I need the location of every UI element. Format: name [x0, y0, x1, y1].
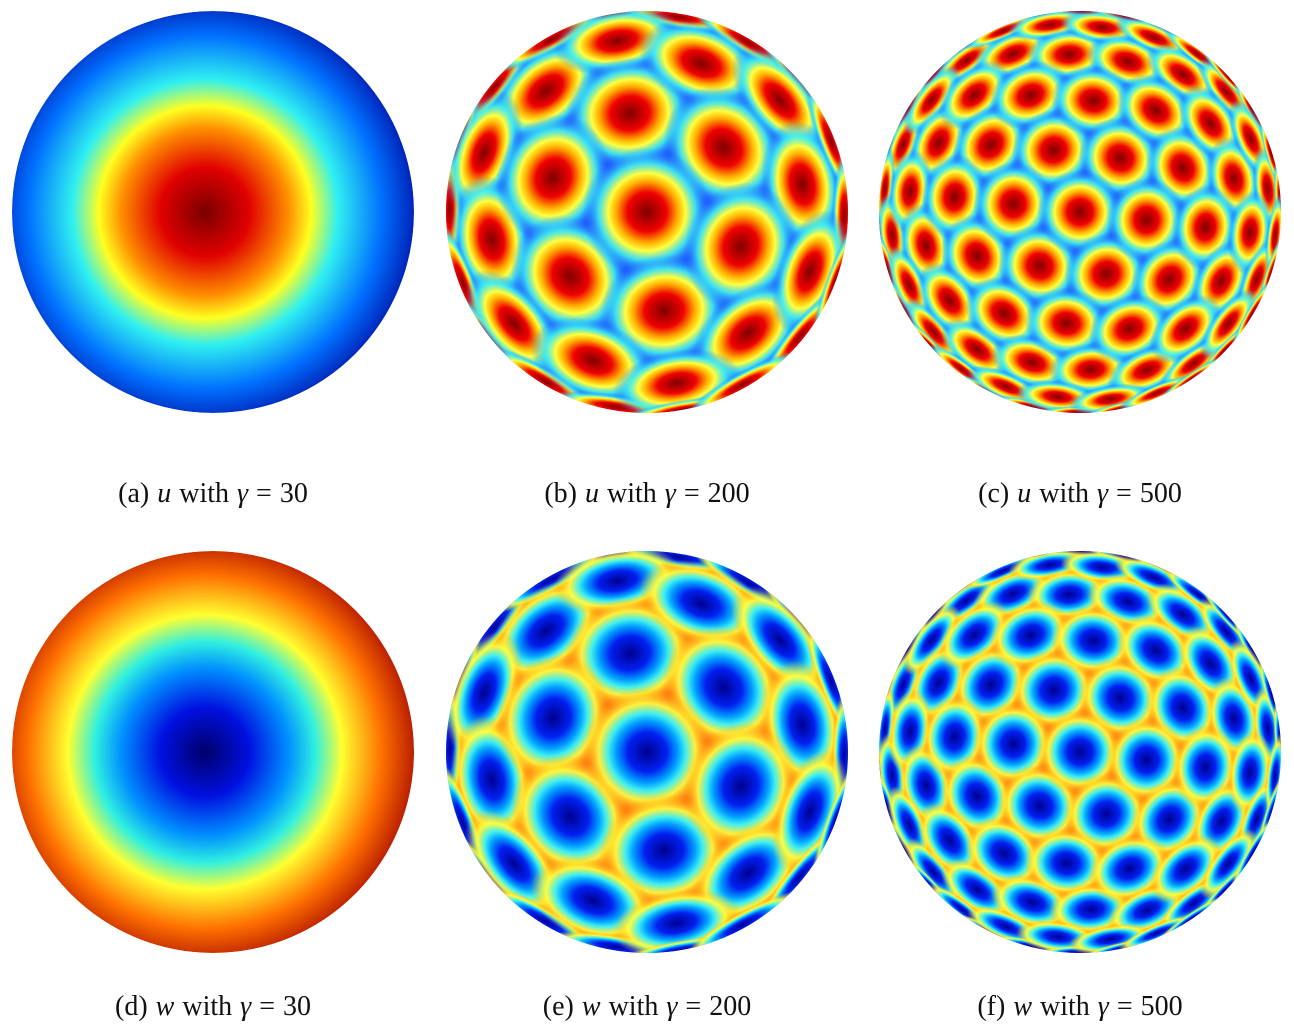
caption-relation: = [684, 478, 700, 509]
caption-word: with [1040, 991, 1090, 1022]
pattern-spot [917, 802, 982, 879]
pattern-spot [917, 262, 982, 339]
caption: (b) u with γ = 200 [544, 478, 749, 509]
caption-word: with [609, 991, 659, 1022]
caption-relation: = [256, 478, 272, 509]
pattern-spot [964, 816, 1044, 891]
sphere [12, 551, 414, 953]
pattern-spot [582, 147, 712, 277]
pattern-spot [903, 605, 961, 676]
pattern-spot [1199, 288, 1257, 359]
pattern-spot [685, 351, 800, 413]
pattern-spot [1199, 828, 1257, 899]
caption-label: (a) [118, 478, 149, 509]
caption-relation: = [1117, 991, 1133, 1022]
pattern-spot [1024, 828, 1109, 899]
pattern-spot [903, 65, 961, 136]
caption: (f) w with γ = 500 [977, 991, 1182, 1022]
sphere [879, 11, 1281, 413]
caption: (e) w with γ = 200 [543, 991, 751, 1022]
caption-value: 30 [280, 478, 308, 509]
caption-relation: = [685, 991, 701, 1022]
caption-label: (b) [544, 478, 577, 509]
pattern-spot [973, 701, 1054, 787]
sphere [12, 11, 414, 413]
caption: (a) u with γ = 30 [118, 478, 308, 509]
caption-value: 500 [1141, 991, 1183, 1022]
pattern-spot [495, 653, 611, 782]
caption-field: u [585, 478, 599, 509]
caption-value: 200 [708, 478, 750, 509]
caption-field: w [582, 991, 601, 1022]
caption-label: (f) [977, 991, 1005, 1022]
caption-word: with [182, 991, 232, 1022]
pattern-spot [495, 113, 611, 242]
caption-symbol: γ [665, 478, 677, 509]
pattern-spot [638, 559, 764, 648]
pattern-spot [1037, 169, 1123, 255]
caption-word: with [179, 478, 229, 509]
pattern-spot [1024, 288, 1109, 359]
sphere-surface [12, 11, 414, 413]
caption-symbol: γ [240, 991, 252, 1022]
caption-word: with [1039, 478, 1089, 509]
caption-field: u [157, 478, 171, 509]
pattern-spot [638, 19, 764, 108]
pattern-spot [964, 276, 1044, 351]
caption-symbol: γ [1098, 991, 1110, 1022]
caption-label: (e) [543, 991, 574, 1022]
caption-relation: = [1116, 478, 1132, 509]
caption-word: with [607, 478, 657, 509]
caption-field: w [156, 991, 175, 1022]
sphere-surface [12, 551, 414, 953]
sphere [879, 551, 1281, 953]
caption-field: u [1017, 478, 1031, 509]
caption-label: (c) [978, 478, 1009, 509]
pattern-spot [683, 722, 799, 851]
pattern-spot [551, 391, 680, 413]
sphere [446, 551, 848, 953]
sphere [446, 11, 848, 413]
pattern-spot [551, 931, 680, 953]
caption-label: (d) [115, 991, 148, 1022]
caption-relation: = [259, 991, 275, 1022]
pattern-spot [683, 182, 799, 311]
pattern-spot [973, 161, 1054, 247]
caption: (c) u with γ = 500 [978, 478, 1182, 509]
caption-value: 200 [709, 991, 751, 1022]
pattern-spot [685, 891, 800, 953]
caption-value: 30 [283, 991, 311, 1022]
pattern-spot [582, 687, 712, 817]
caption-symbol: γ [666, 991, 678, 1022]
caption-symbol: γ [237, 478, 249, 509]
caption-field: w [1013, 991, 1032, 1022]
caption-symbol: γ [1097, 478, 1109, 509]
caption-value: 500 [1140, 478, 1182, 509]
pattern-spot [1037, 709, 1123, 795]
caption: (d) w with γ = 30 [115, 991, 311, 1022]
